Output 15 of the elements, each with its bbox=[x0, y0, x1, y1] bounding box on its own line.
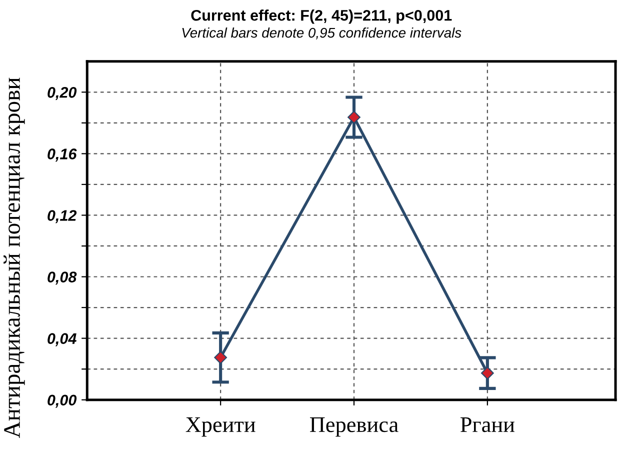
chart-subtitle: Vertical bars denote 0,95 confidence intervals bbox=[182, 27, 462, 40]
point bbox=[214, 351, 228, 364]
y-tick-label: 0,20 bbox=[48, 87, 77, 100]
y-tick-label: 0,00 bbox=[48, 394, 77, 408]
point bbox=[480, 366, 494, 380]
y-tick-label: 0,08 bbox=[48, 272, 77, 285]
y-tick-label: 0,16 bbox=[48, 148, 77, 162]
y-tick-label: 0,12 bbox=[48, 210, 77, 224]
y-axis-title: Антирадикальный потенциал крови bbox=[4, 78, 25, 438]
chart-title: Current effect: F(2, 45)=211, p<0,001 bbox=[191, 10, 452, 24]
point bbox=[348, 110, 360, 124]
x-tick-label: Ргани bbox=[460, 417, 514, 432]
x-tick-label: Перевиса bbox=[310, 417, 398, 437]
y-tick-label: 0,04 bbox=[48, 333, 76, 346]
x-tick-label: Хреити bbox=[186, 417, 256, 437]
